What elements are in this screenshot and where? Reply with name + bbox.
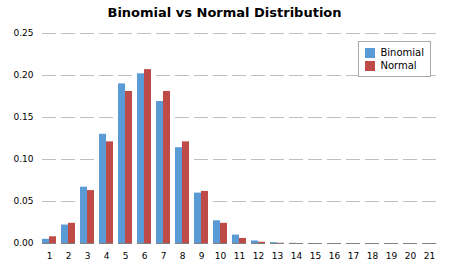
svg-text:0.25: 0.25: [13, 28, 33, 38]
html-text:Binomial: Binomial: [380, 47, 424, 58]
svg-text:21: 21: [424, 251, 435, 261]
svg-text:19: 19: [386, 251, 398, 261]
svg-text:13: 13: [272, 251, 283, 261]
svg-text:10: 10: [215, 251, 227, 261]
html-text:Binomial vs Normal Distributio: Binomial vs Normal Distribution: [107, 5, 342, 20]
svg-text:6: 6: [142, 251, 148, 261]
svg-text:7: 7: [161, 251, 167, 261]
svg-text:9: 9: [199, 251, 205, 261]
svg-text:0.00: 0.00: [13, 238, 33, 248]
svg-text:16: 16: [329, 251, 341, 261]
svg-text:11: 11: [234, 251, 245, 261]
svg-text:1: 1: [47, 251, 53, 261]
svg-text:0.20: 0.20: [13, 70, 33, 80]
svg-text:0.15: 0.15: [13, 112, 33, 122]
html-text:Normal: Normal: [380, 60, 417, 71]
svg-text:14: 14: [291, 251, 303, 261]
svg-text:0.05: 0.05: [13, 196, 33, 206]
svg-text:8: 8: [180, 251, 186, 261]
svg-text:3: 3: [85, 251, 91, 261]
svg-text:15: 15: [310, 251, 321, 261]
svg-text:20: 20: [405, 251, 417, 261]
svg-text:0.10: 0.10: [13, 154, 33, 164]
svg-text:4: 4: [104, 251, 110, 261]
svg-text:17: 17: [348, 251, 359, 261]
svg-text:12: 12: [253, 251, 264, 261]
svg-text:5: 5: [123, 251, 129, 261]
svg-text:18: 18: [367, 251, 379, 261]
svg-text:2: 2: [66, 251, 72, 261]
